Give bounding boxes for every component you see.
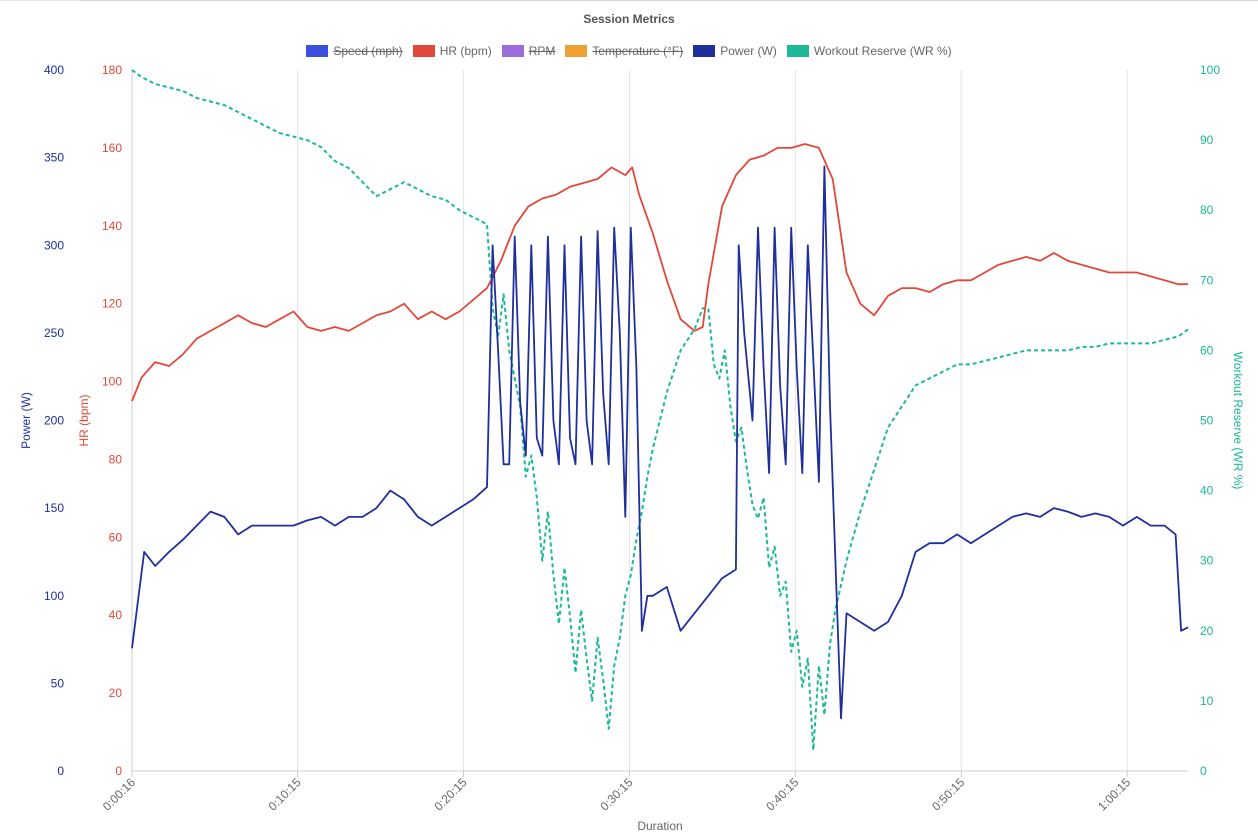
power-axis-tick-label: 0 [57,764,64,778]
legend-swatch [786,45,809,57]
hr-axis-tick-label: 120 [102,297,122,311]
hr-axis-tick-label: 140 [102,219,122,233]
power-axis-tick-label: 400 [44,63,64,77]
chart-title: Session Metrics [583,12,675,26]
hr-axis-tick-label: 0 [115,764,122,778]
wr-axis-tick-label: 0 [1200,764,1207,778]
wr-axis-tick-label: 10 [1200,694,1214,708]
x-axis-title: Duration [637,819,682,832]
x-tick-label: 0:00:16 [100,775,138,813]
power-axis-tick-label: 250 [44,326,64,340]
tab-edge [80,0,1258,3]
wr-axis-tick-label: 60 [1200,343,1214,357]
chart-legend: Speed (mph) HR (bpm) RPM Temperature (°F) Po… [0,44,1258,58]
power-w-series-line [131,165,1189,720]
wr-axis-tick-label: 30 [1200,554,1214,568]
power-axis-tick-label: 50 [51,676,65,690]
x-tick-label: 0:50:15 [929,775,967,813]
workout-reserve-wr-series-line [131,69,1189,751]
legend-swatch [693,45,716,57]
wr-axis-tick-label: 50 [1200,414,1214,428]
legend-swatch [412,45,435,57]
legend-item[interactable]: Workout Reserve (WR %) [786,44,952,58]
legend-swatch [306,45,329,57]
x-tick-label: 0:30:15 [597,775,635,813]
legend-label: HR (bpm) [439,44,492,58]
legend-item[interactable]: HR (bpm) [412,44,492,58]
wr-axis-title: Workout Reserve (WR %) [1231,352,1245,490]
hr-axis-tick-label: 100 [102,375,122,389]
legend-swatch [501,45,524,57]
legend-label: RPM [528,44,556,58]
hr-bpm-series-line [131,143,1188,402]
legend-item[interactable]: Speed (mph) [306,44,403,58]
wr-axis-tick-label: 20 [1200,624,1214,638]
legend-item[interactable]: RPM [501,44,556,58]
hr-axis-tick-label: 80 [109,452,123,466]
x-tick-label: 1:00:15 [1095,775,1133,813]
x-tick-label: 0:20:15 [431,775,469,813]
power-axis-title: Power (W) [19,392,33,449]
x-tick-label: 0:10:15 [266,775,304,813]
legend-item[interactable]: Power (W) [693,44,777,58]
hr-axis-tick-label: 160 [102,141,122,155]
hr-axis-title: HR (bpm) [77,394,91,446]
power-axis-tick-label: 350 [44,151,64,165]
wr-axis-tick-label: 90 [1200,133,1214,147]
legend-label: Power (W) [720,44,777,58]
wr-axis-tick-label: 80 [1200,203,1214,217]
hr-axis-tick-label: 60 [109,530,123,544]
wr-axis-tick-label: 40 [1200,484,1214,498]
hr-axis-tick-label: 40 [109,608,123,622]
power-axis-tick-label: 150 [44,501,64,515]
wr-axis-tick-label: 100 [1200,63,1220,77]
tab-strip [0,0,1258,4]
legend-label: Temperature (°F) [592,44,684,58]
hr-axis-tick-label: 20 [109,686,123,700]
power-axis-tick-label: 200 [44,414,64,428]
legend-label: Workout Reserve (WR %) [813,44,952,58]
legend-swatch [565,45,588,57]
legend-item[interactable]: Temperature (°F) [565,44,683,58]
x-tick-label: 0:40:15 [763,775,801,813]
legend-label: Speed (mph) [333,44,403,58]
power-axis-tick-label: 100 [44,589,64,603]
hr-axis-tick-label: 180 [102,63,122,77]
power-axis-tick-label: 300 [44,238,64,252]
wr-axis-tick-label: 70 [1200,273,1214,287]
